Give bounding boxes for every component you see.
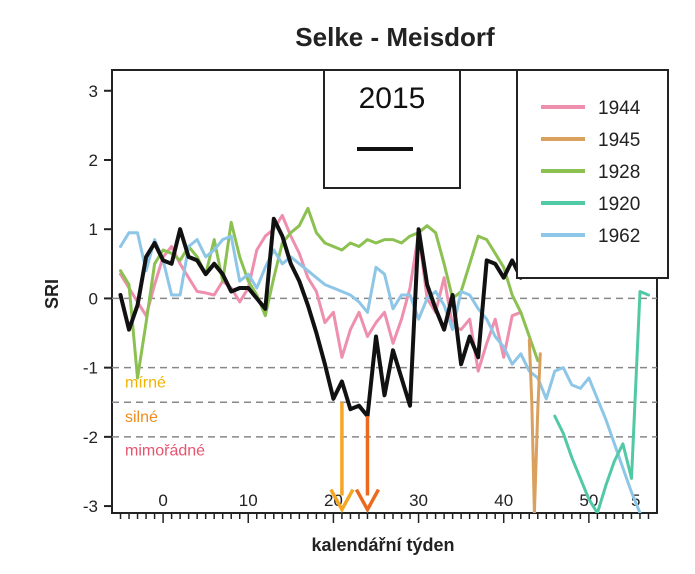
threshold-arrows <box>329 402 381 514</box>
legend-label-1945: 1945 <box>598 130 640 151</box>
y-axis-label: SRI <box>42 279 62 309</box>
inset-legend-2015: 2015 <box>323 69 461 189</box>
x-tick-label-3: 30 <box>409 491 428 510</box>
y-tick-label-1: 2 <box>89 151 98 170</box>
series-lines <box>118 206 650 513</box>
chart-title: Selke - Meisdorf <box>295 22 495 52</box>
arrow-head-0 <box>329 488 355 514</box>
y-tick-label-0: 3 <box>89 82 98 101</box>
y-tick-label-3: 0 <box>89 289 98 308</box>
series-line-1945 <box>527 338 542 513</box>
legend-label-1944: 1944 <box>598 98 641 119</box>
y-tick-label-6: -3 <box>83 497 98 516</box>
arrow-head-1 <box>354 488 381 514</box>
legend-label-1962: 1962 <box>598 226 640 247</box>
threshold-lines <box>112 297 657 438</box>
x-tick-label-4: 40 <box>494 491 513 510</box>
x-tick-label-0: 0 <box>158 491 167 510</box>
x-axis-label: kalendářní týden <box>311 535 454 555</box>
severity-label-1: silné <box>125 409 158 426</box>
legend-label-1928: 1928 <box>598 162 640 183</box>
series-line-1920 <box>553 290 650 513</box>
inset-legend-label: 2015 <box>359 82 426 115</box>
legend-box <box>516 69 669 279</box>
inset-legend-box <box>323 69 461 189</box>
legend-label-1920: 1920 <box>598 194 640 215</box>
legend: 1944 1945 1928 1920 1962 <box>516 69 669 279</box>
x-tick-label-1: 10 <box>239 491 258 510</box>
y-tick-label-5: -2 <box>83 428 98 447</box>
severity-label-0: mírné <box>125 374 166 391</box>
y-tick-label-2: 1 <box>89 220 98 239</box>
y-tick-label-4: -1 <box>83 359 98 378</box>
series-line-1928 <box>119 206 540 380</box>
series-line-1962 <box>119 231 642 513</box>
severity-labels: mírné silné mimořádné <box>125 374 205 459</box>
severity-label-2: mimořádné <box>125 442 205 459</box>
series-line-2015 <box>118 216 523 419</box>
